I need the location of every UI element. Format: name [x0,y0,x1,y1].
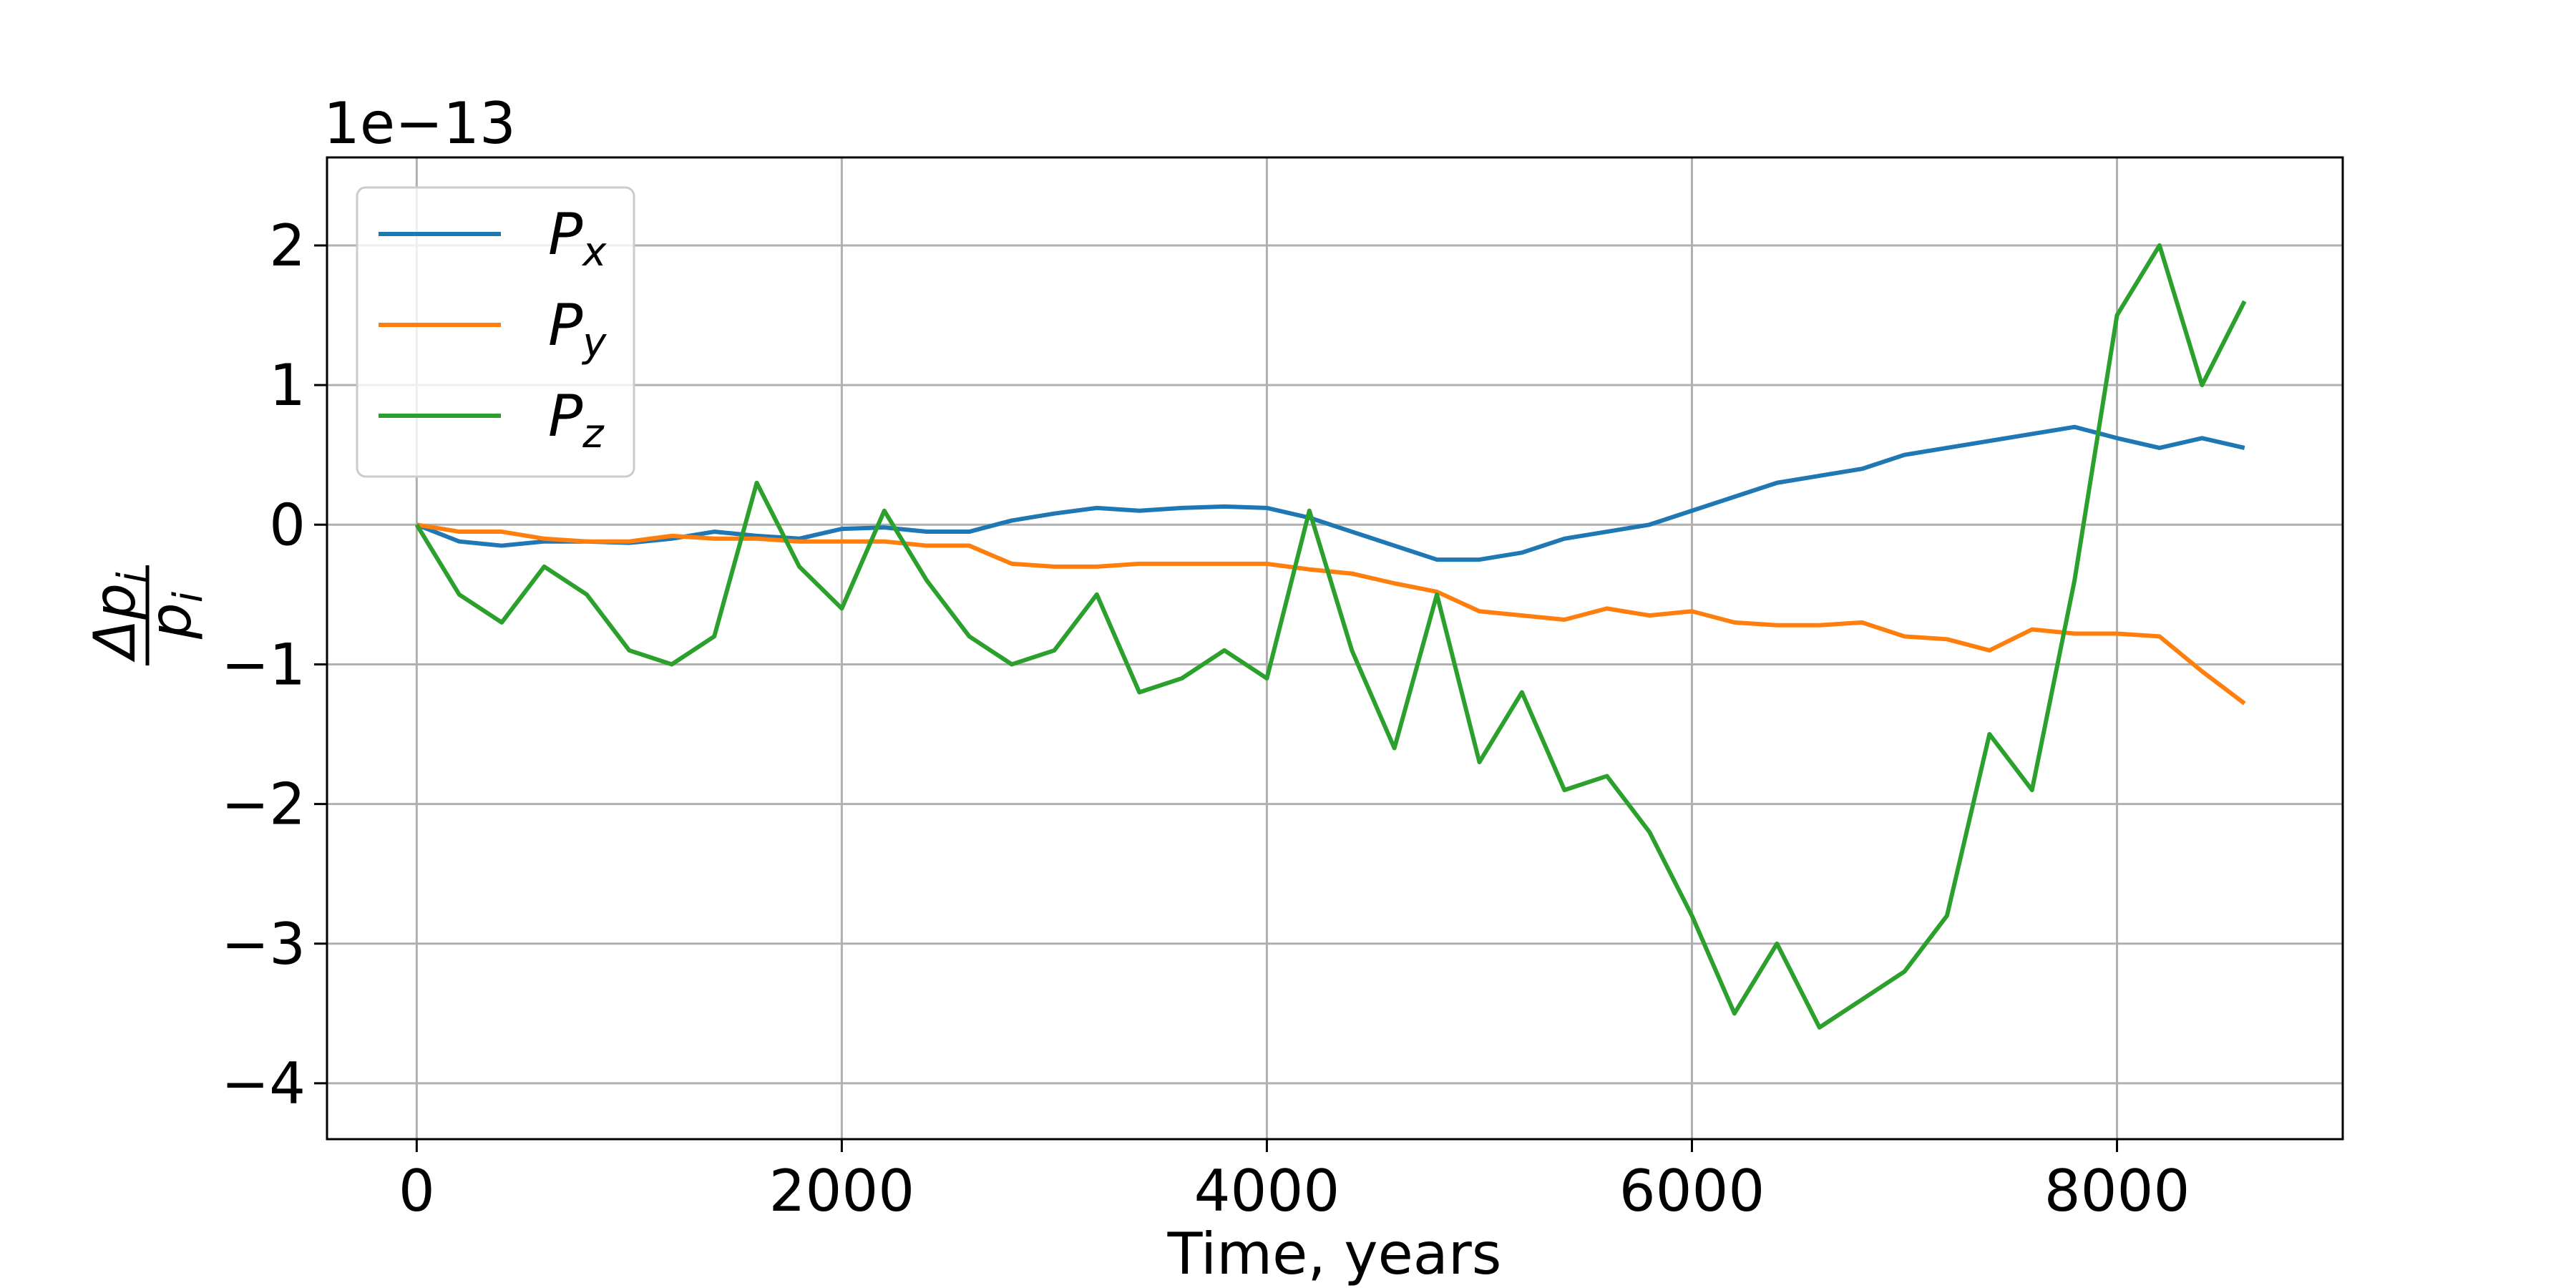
series-line [416,424,2245,562]
x-tick-label: 0 [399,1158,435,1224]
y-label-numerator: Δpi [82,572,156,663]
x-tick-label: 8000 [2044,1158,2190,1224]
y-tick-label: −2 [221,771,306,838]
legend-label: Px [548,201,607,275]
y-tick-label: 2 [269,213,306,279]
x-tick-label: 6000 [1619,1158,1765,1224]
legend-label: Py [548,292,607,366]
series-line [416,522,2246,706]
x-tick-label: 4000 [1194,1158,1340,1224]
y-tick-label: 1 [269,352,306,419]
plot-frame [326,156,2344,1141]
x-tick-label: 2000 [769,1158,915,1224]
offset-text: 1e−13 [323,90,516,157]
y-tick-label: −3 [221,911,306,977]
y-label-denominator: pi [137,591,212,640]
y-tick-label: −4 [221,1050,306,1117]
y-axis-label: Δpi pi [82,565,212,665]
x-axis-label: Time, years [1167,1221,1502,1287]
y-tick-label: −1 [221,631,306,698]
legend-box [356,186,635,478]
y-tick-label: 0 [269,492,306,558]
legend-label: Pz [548,383,605,457]
series-line [414,243,2247,1030]
